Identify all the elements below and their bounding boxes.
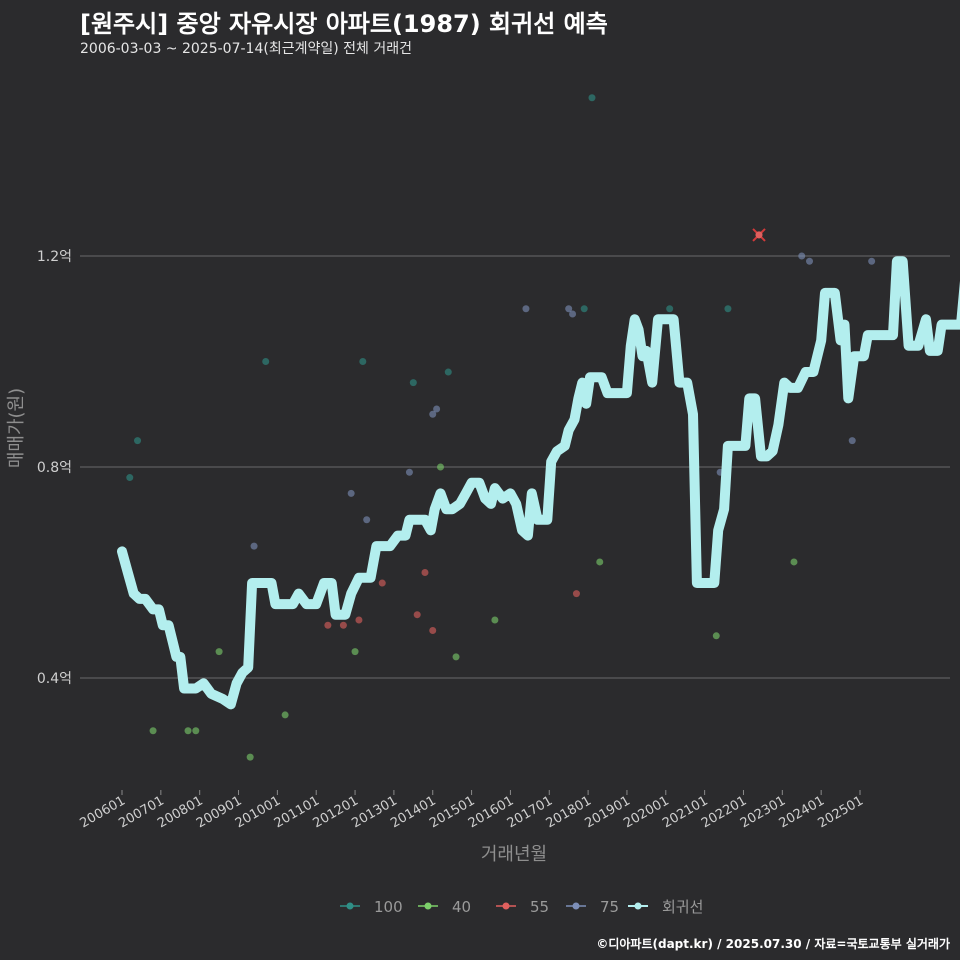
data-point-75 [522, 305, 530, 313]
data-point-100 [134, 437, 142, 445]
legend-item-회귀선: 회귀선 [628, 898, 703, 916]
data-point-100 [444, 368, 452, 376]
gridlines [80, 255, 950, 795]
data-point-40 [712, 632, 720, 640]
y-tick-label: 1.2억 [37, 249, 72, 265]
data-point-40 [215, 648, 223, 656]
data-point-40 [192, 727, 200, 735]
y-axis-title: 매매가(원) [6, 388, 27, 468]
legend: 100 40 55 75 회귀선 [340, 898, 703, 916]
regression-line [117, 256, 960, 710]
data-point-40 [149, 727, 157, 735]
data-point-75 [250, 542, 258, 550]
y-tick-label: 0.8억 [37, 460, 72, 476]
data-point-75 [433, 405, 441, 413]
highlight-point [755, 231, 763, 239]
data-point-40 [184, 727, 192, 735]
data-point-75 [868, 257, 876, 265]
data-point-40 [437, 463, 445, 471]
data-point-75 [569, 310, 577, 318]
data-point-100 [666, 305, 674, 313]
legend-label: 회귀선 [662, 898, 703, 916]
data-point-75 [565, 305, 573, 313]
data-point-40 [790, 558, 798, 566]
legend-dot [502, 902, 510, 910]
data-point-40 [246, 753, 254, 761]
x-tick-label: 202501 [816, 793, 866, 831]
data-point-75 [363, 516, 371, 524]
legend-label: 75 [600, 898, 619, 916]
data-point-100 [588, 94, 596, 102]
data-point-75 [848, 437, 856, 445]
legend-dot [424, 902, 432, 910]
data-point-100 [580, 305, 588, 313]
legend-item-40: 40 [418, 898, 471, 916]
data-point-100 [724, 305, 732, 313]
legend-dot [572, 902, 580, 910]
legend-label: 100 [374, 898, 403, 916]
legend-item-55: 55 [496, 898, 549, 916]
data-point-40 [596, 558, 604, 566]
data-point-55 [429, 627, 437, 635]
scatter-points [126, 94, 876, 761]
regression-line-layer [117, 256, 960, 710]
data-point-55 [324, 621, 332, 629]
legend-dot [634, 902, 642, 910]
data-point-40 [452, 653, 460, 661]
source-caption: ©디아파트(dapt.kr) / 2025.07.30 / 자료=국토교통부 실… [596, 937, 950, 951]
data-point-75 [798, 252, 806, 260]
chart-title: [원주시] 중앙 자유시장 아파트(1987) 회귀선 예측 [80, 10, 608, 38]
chart-subtitle: 2006-03-03 ~ 2025-07-14(최근계약일) 전체 거래건 [80, 41, 412, 57]
data-point-75 [806, 257, 814, 265]
data-point-75 [405, 468, 413, 476]
data-point-55 [378, 579, 386, 587]
data-point-100 [262, 358, 270, 365]
legend-item-75: 75 [566, 898, 619, 916]
y-tick-label: 0.4억 [37, 671, 72, 687]
data-point-55 [572, 590, 580, 598]
legend-label: 55 [530, 898, 549, 916]
data-point-75 [347, 489, 355, 497]
data-point-75 [429, 410, 437, 418]
data-point-40 [491, 616, 499, 624]
data-point-55 [339, 621, 347, 629]
data-point-55 [421, 569, 429, 576]
legend-item-100: 100 [340, 898, 403, 916]
legend-label: 40 [452, 898, 471, 916]
data-point-100 [126, 474, 134, 482]
data-point-55 [355, 616, 363, 624]
data-point-100 [409, 379, 417, 387]
highlight-marker [752, 228, 766, 242]
data-point-100 [359, 358, 367, 365]
axis-labels: 0.4억0.8억1.2억2006012007012008012009012010… [6, 249, 866, 865]
data-point-40 [351, 648, 359, 656]
data-point-55 [413, 611, 421, 619]
x-axis-title: 거래년월 [481, 844, 547, 865]
data-point-40 [281, 711, 289, 719]
legend-dot [346, 902, 354, 910]
